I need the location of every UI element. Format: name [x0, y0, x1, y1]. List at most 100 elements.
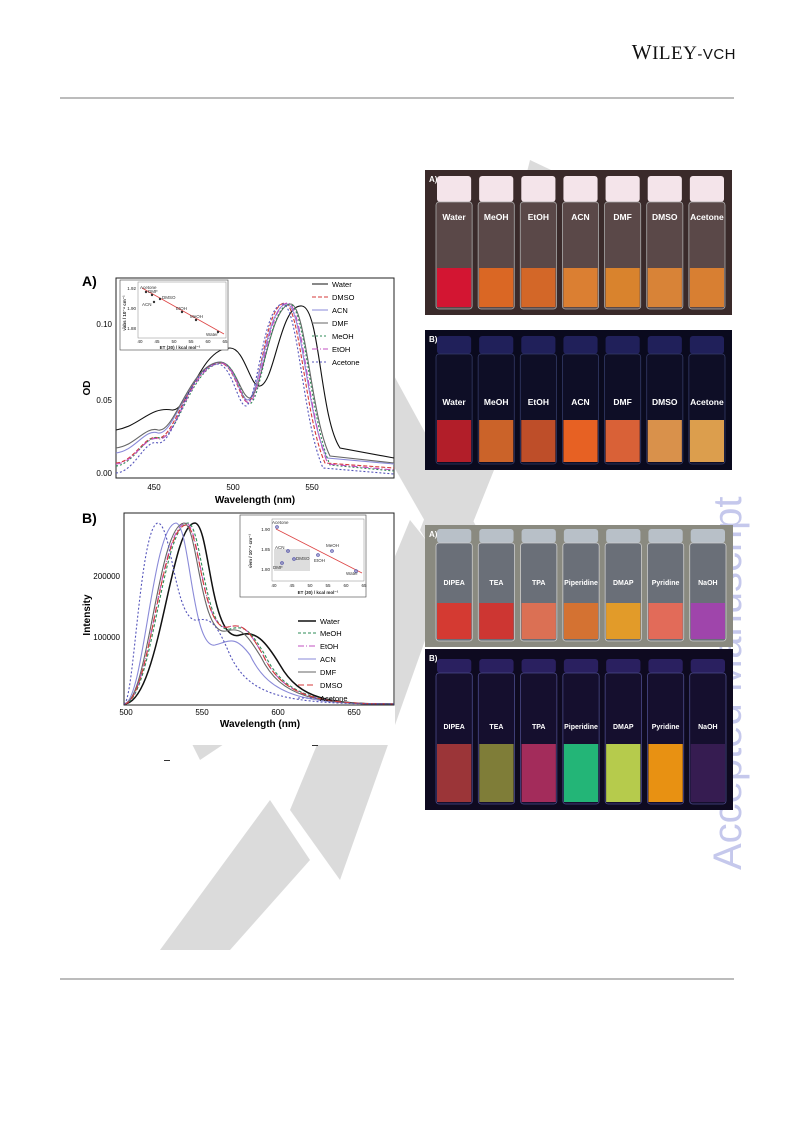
vial-liquid — [689, 268, 724, 307]
vial-label: ACN — [571, 212, 589, 222]
svg-text:DMF: DMF — [273, 565, 283, 570]
vial-cap — [521, 659, 556, 673]
vial-liquid — [521, 744, 556, 802]
vial-liquid — [437, 268, 472, 307]
vial-cap — [689, 176, 724, 202]
vial-cap — [521, 336, 556, 354]
absorption-spectra-chart: A) OD Wavelength (nm) 0.00 0.05 0.10 450… — [80, 268, 395, 508]
x-tick: 550 — [195, 708, 209, 717]
vial-label: TEA — [489, 580, 503, 587]
svg-text:Acetone: Acetone — [140, 285, 157, 290]
vial-cap — [648, 529, 683, 543]
vial-label: NaOH — [698, 580, 717, 587]
svg-text:60: 60 — [205, 339, 211, 344]
vial-label: Piperidine — [564, 580, 598, 587]
vial-cap — [605, 336, 640, 354]
svg-text:EtOH: EtOH — [176, 306, 187, 311]
svg-text:1.80: 1.80 — [261, 567, 270, 572]
y-tick: 0.00 — [96, 469, 112, 478]
y-tick: 0.05 — [96, 396, 112, 405]
vial-cap — [521, 529, 556, 543]
vial-label: NaOH — [698, 724, 717, 731]
inset-plot: Acetone MeOH ACN EtOH DMSO DMF Water 1.9… — [239, 514, 367, 598]
svg-text:EtOH: EtOH — [332, 345, 350, 354]
vial-label: DMAP — [613, 724, 634, 731]
vial-cap — [690, 659, 725, 673]
vial-liquid — [437, 744, 472, 802]
x-axis-label: Wavelength (nm) — [215, 495, 295, 506]
svg-text:Water: Water — [206, 332, 218, 337]
svg-text:Acetone: Acetone — [272, 520, 289, 525]
header-rule — [60, 97, 734, 99]
svg-text:1.90: 1.90 — [127, 306, 136, 311]
x-tick: 650 — [347, 708, 361, 717]
vial-cap — [605, 176, 640, 202]
svg-text:ν̄em / 10⁻⁴ cm⁻¹: ν̄em / 10⁻⁴ cm⁻¹ — [248, 534, 253, 568]
svg-text:ACN: ACN — [275, 545, 285, 550]
y-tick: 100000 — [93, 633, 120, 642]
vial-label: TEA — [489, 724, 503, 731]
vial-liquid — [479, 268, 514, 307]
vial-liquid — [563, 744, 599, 802]
vial-liquid — [689, 420, 724, 462]
vial-liquid — [437, 603, 472, 639]
vial-liquid — [648, 744, 683, 802]
panel-label: B) — [429, 654, 438, 663]
plot-frame — [115, 277, 395, 479]
vial-label: Acetone — [690, 397, 724, 407]
vial-label: DMAP — [613, 580, 634, 587]
legend: Water MeOH EtOH ACN DMF DMSO Acetone — [298, 617, 348, 703]
vial-cap — [479, 336, 514, 354]
vial-label: DMF — [613, 212, 631, 222]
vial-label: EtOH — [528, 397, 549, 407]
vial-liquid — [479, 744, 514, 802]
svg-text:DMSO: DMSO — [332, 293, 355, 302]
panel-label: A) — [429, 530, 438, 539]
svg-text:EtOH: EtOH — [314, 558, 325, 563]
vial-cap — [606, 529, 641, 543]
base-vials-photo: A) DIPEA TEA TPA Piperidine DMAP Pyridine NaOH B… — [425, 525, 733, 810]
svg-text:ν̄abs / 10⁻⁴ cm⁻¹: ν̄abs / 10⁻⁴ cm⁻¹ — [122, 295, 127, 331]
svg-text:40: 40 — [137, 339, 143, 344]
svg-text:55: 55 — [325, 583, 331, 588]
panel-label: B) — [429, 335, 438, 344]
svg-text:45: 45 — [154, 339, 160, 344]
vial-liquid — [606, 744, 641, 802]
vial-label: Acetone — [690, 212, 724, 222]
vial-label: Pyridine — [652, 580, 680, 587]
svg-text:Water: Water — [346, 571, 358, 576]
vial-liquid — [605, 268, 640, 307]
vial-cap — [606, 659, 641, 673]
svg-text:45: 45 — [289, 583, 295, 588]
caption-fragment — [164, 760, 170, 761]
svg-text:MeOH: MeOH — [332, 332, 354, 341]
x-tick: 600 — [271, 708, 285, 717]
svg-text:ACN: ACN — [320, 655, 336, 664]
vial-cap — [437, 659, 472, 673]
vial-liquid — [437, 420, 472, 462]
svg-text:Water: Water — [332, 280, 352, 289]
vial-liquid — [563, 603, 599, 639]
svg-text:DMF: DMF — [148, 289, 158, 294]
vial-liquid — [606, 603, 641, 639]
vial-label: MeOH — [484, 397, 509, 407]
vial-cap — [437, 336, 472, 354]
vial-label: DMSO — [652, 212, 678, 222]
vial-label: Water — [442, 212, 466, 222]
svg-text:65: 65 — [222, 339, 228, 344]
vial-liquid — [521, 420, 556, 462]
vial-liquid — [563, 268, 598, 307]
vial-cap — [437, 176, 472, 202]
emission-spectra-chart: B) Intensity Wavelength (nm) 100000 2000… — [80, 505, 395, 745]
svg-text:ET (30) / kcal mol⁻¹: ET (30) / kcal mol⁻¹ — [298, 590, 339, 595]
vial-label: DMSO — [652, 397, 678, 407]
x-axis-label: Wavelength (nm) — [220, 719, 300, 730]
svg-text:MeOH: MeOH — [190, 314, 203, 319]
svg-text:DMF: DMF — [332, 319, 349, 328]
vial-label: DIPEA — [443, 724, 464, 731]
vial-label: Pyridine — [652, 724, 680, 731]
svg-text:60: 60 — [343, 583, 349, 588]
vial-label: DIPEA — [443, 580, 464, 587]
vial-cap — [479, 529, 514, 543]
svg-text:MeOH: MeOH — [326, 543, 339, 548]
